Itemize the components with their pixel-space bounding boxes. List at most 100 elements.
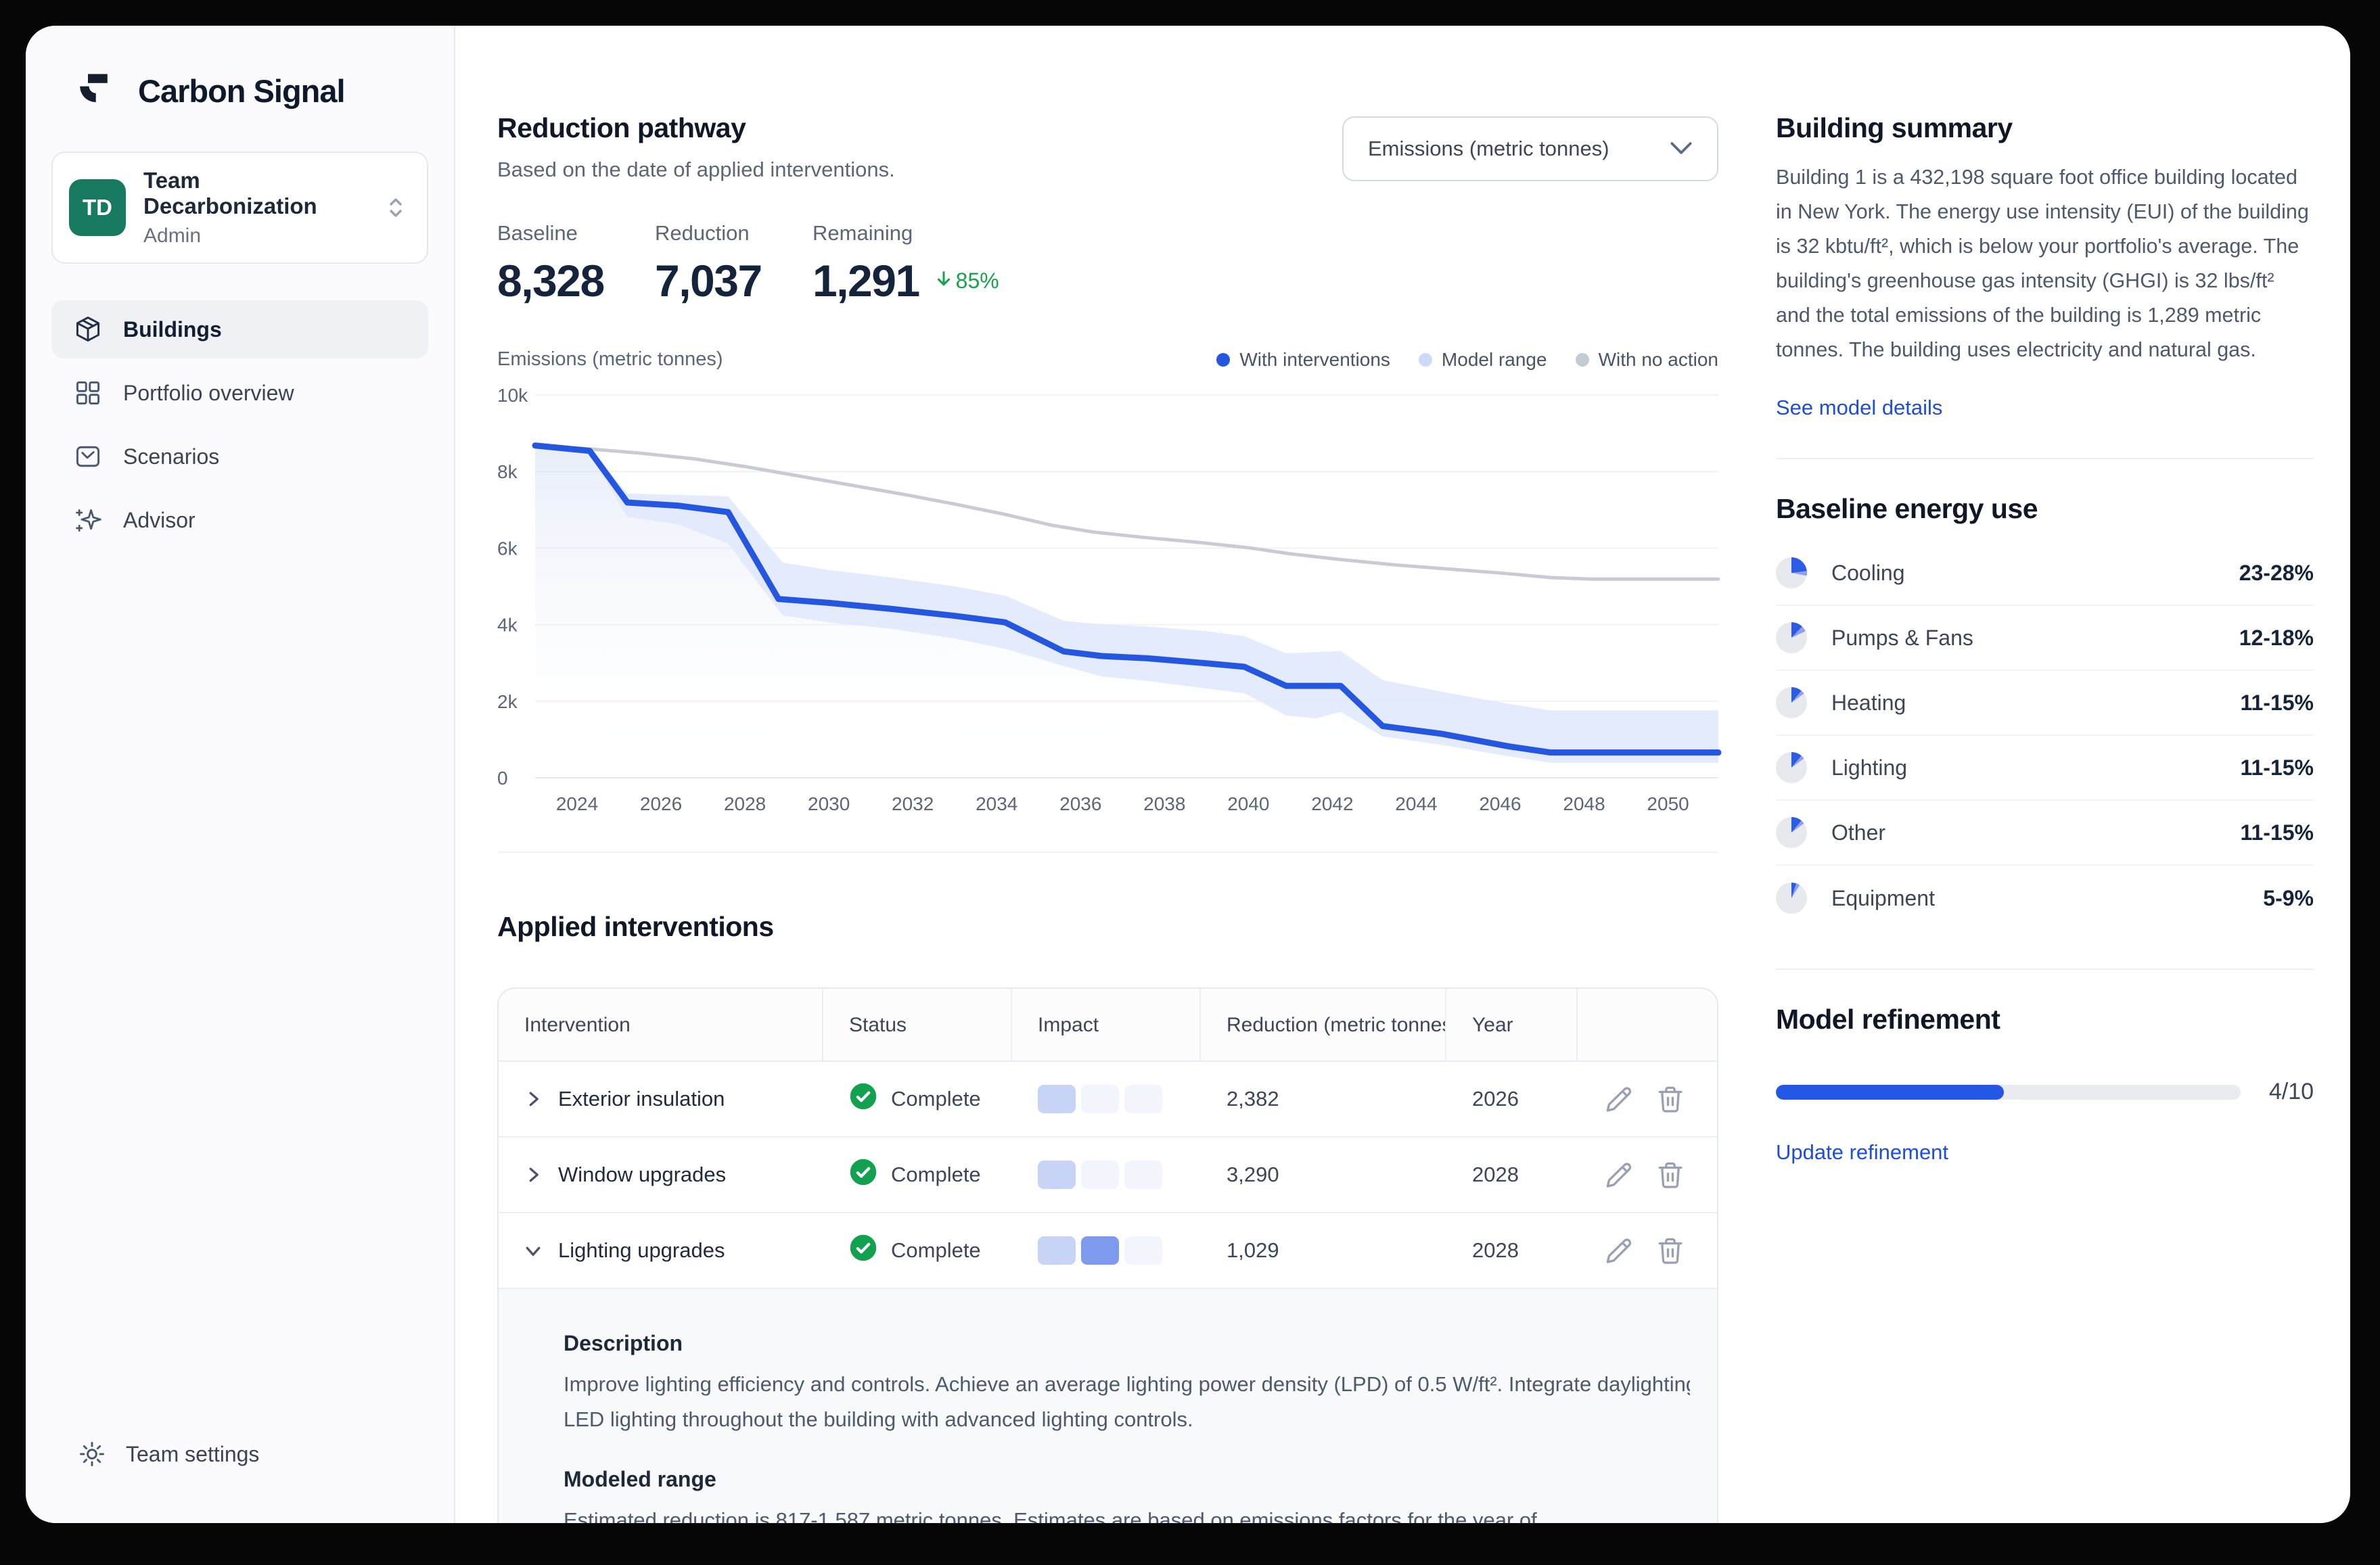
- divider: [1776, 458, 2314, 459]
- impact-meter: [1011, 1236, 1199, 1265]
- legend-dot: [1418, 352, 1432, 367]
- progress-track: [1776, 1084, 2241, 1100]
- energy-row-cooling: Cooling 23-28%: [1776, 541, 2314, 606]
- building-summary-text: Building 1 is a 432,198 square foot offi…: [1776, 166, 2309, 361]
- edit-button[interactable]: [1605, 1236, 1633, 1265]
- chevron-down-icon: [1670, 137, 1693, 161]
- svg-text:2k: 2k: [497, 691, 518, 712]
- legend-dot: [1216, 352, 1231, 367]
- stats-row: Baseline 8,328 Reduction 7,037 Remaining…: [497, 221, 1718, 306]
- check-circle-icon: [849, 1234, 877, 1267]
- description-title: Description: [564, 1331, 683, 1355]
- pie-icon: [1776, 883, 1807, 914]
- page-title: Reduction pathway: [497, 112, 746, 143]
- sidebar-item-portfolio-overview[interactable]: Portfolio overview: [51, 364, 428, 422]
- description-text: Improve lighting efficiency and controls…: [564, 1372, 1690, 1396]
- check-circle-icon: [849, 1158, 877, 1192]
- team-role: Admin: [143, 225, 202, 247]
- interventions-title: Applied interventions: [497, 911, 774, 942]
- sidebar-item-label: Advisor: [123, 507, 196, 532]
- row-details-panel: Description Improve lighting efficiency …: [499, 1289, 1717, 1523]
- sparkles-icon: [73, 505, 103, 535]
- brand: Carbon Signal: [77, 69, 454, 112]
- stat-baseline: Baseline 8,328: [497, 221, 605, 306]
- page-subtitle: Based on the date of applied interventio…: [497, 158, 895, 181]
- svg-text:2024: 2024: [556, 793, 598, 814]
- table-row[interactable]: Exterior insulation Complete 2,382 2026: [499, 1062, 1717, 1138]
- carbon-signal-logo-icon: [77, 69, 120, 112]
- svg-text:2050: 2050: [1647, 793, 1689, 814]
- building-summary-panel: Building summary Building 1 is a 432,198…: [1718, 26, 2350, 1523]
- svg-text:10k: 10k: [497, 385, 528, 406]
- sidebar-item-advisor[interactable]: Advisor: [51, 491, 428, 549]
- svg-text:2036: 2036: [1059, 793, 1101, 814]
- legend-model-range: Model range: [1418, 349, 1547, 371]
- legend-dot: [1575, 352, 1589, 367]
- edit-button[interactable]: [1605, 1085, 1633, 1113]
- chevron-right-icon[interactable]: [523, 1165, 543, 1185]
- chart-legend: With interventions Model range With no a…: [1216, 349, 1718, 371]
- progress-fill: [1776, 1084, 2004, 1100]
- sidebar-item-label: Portfolio overview: [123, 380, 294, 405]
- team-settings-label: Team settings: [126, 1441, 260, 1466]
- reduction-value: 3,290: [1227, 1163, 1279, 1186]
- team-switcher[interactable]: TD Team Decarbonization Admin: [51, 151, 428, 264]
- pie-icon: [1776, 817, 1807, 848]
- svg-text:2034: 2034: [976, 793, 1017, 814]
- year-value: 2028: [1472, 1238, 1519, 1262]
- chevron-right-icon[interactable]: [523, 1089, 543, 1109]
- gear-icon: [77, 1439, 107, 1469]
- divider: [1776, 968, 2314, 970]
- main-panel: Reduction pathway Based on the date of a…: [455, 26, 1722, 1523]
- pie-icon: [1776, 687, 1807, 718]
- update-refinement-link[interactable]: Update refinement: [1776, 1140, 1949, 1164]
- arrow-down-icon: [934, 268, 953, 294]
- pie-icon: [1776, 557, 1807, 588]
- energy-row-other: Other 11-15%: [1776, 801, 2314, 866]
- table-header: Intervention Status Impact Reduction (me…: [499, 989, 1717, 1062]
- svg-text:2038: 2038: [1143, 793, 1185, 814]
- delete-button[interactable]: [1656, 1085, 1685, 1113]
- year-value: 2028: [1472, 1163, 1519, 1186]
- modeled-range-text: Estimated reduction is 817-1,587 metric …: [564, 1508, 1537, 1523]
- svg-text:4k: 4k: [497, 615, 518, 636]
- team-settings-button[interactable]: Team settings: [77, 1439, 259, 1469]
- check-circle-icon: [849, 1082, 877, 1116]
- chevron-down-icon[interactable]: [523, 1240, 543, 1261]
- baseline-energy-title: Baseline energy use: [1776, 493, 2038, 524]
- progress-label: 4/10: [2268, 1079, 2314, 1104]
- pie-icon: [1776, 622, 1807, 653]
- svg-text:8k: 8k: [497, 461, 518, 482]
- delete-button[interactable]: [1656, 1161, 1685, 1189]
- table-row[interactable]: Window upgrades Complete 3,290 2028: [499, 1138, 1717, 1213]
- svg-text:0: 0: [497, 768, 508, 789]
- sidebar-nav: Buildings Portfolio overview: [51, 300, 428, 549]
- legend-with-no-action: With no action: [1575, 349, 1718, 371]
- sidebar-item-label: Buildings: [123, 317, 222, 342]
- status-badge: Complete: [891, 1087, 981, 1111]
- sidebar-item-label: Scenarios: [123, 444, 220, 469]
- status-badge: Complete: [891, 1163, 981, 1186]
- sidebar-item-scenarios[interactable]: Scenarios: [51, 427, 428, 486]
- column-header-impact: Impact: [1011, 989, 1199, 1062]
- model-refinement-title: Model refinement: [1776, 1004, 2000, 1035]
- svg-text:2042: 2042: [1311, 793, 1353, 814]
- stat-reduction: Reduction 7,037: [655, 221, 762, 306]
- svg-text:2046: 2046: [1479, 793, 1521, 814]
- energy-row-lighting: Lighting 11-15%: [1776, 736, 2314, 801]
- column-header-reduction: Reduction (metric tonnes): [1199, 989, 1445, 1062]
- delete-button[interactable]: [1656, 1236, 1685, 1265]
- unit-select[interactable]: Emissions (metric tonnes): [1342, 116, 1718, 181]
- app-title: Carbon Signal: [138, 72, 346, 109]
- edit-button[interactable]: [1605, 1161, 1633, 1189]
- reduction-value: 1,029: [1227, 1238, 1279, 1262]
- chart-axis-title: Emissions (metric tonnes): [497, 348, 723, 370]
- svg-text:2026: 2026: [640, 793, 682, 814]
- grid-icon: [73, 378, 103, 408]
- energy-row-pumps-fans: Pumps & Fans 12-18%: [1776, 606, 2314, 671]
- table-row-expanded[interactable]: Lighting upgrades Complete 1,029 2028: [499, 1213, 1717, 1289]
- sidebar-item-buildings[interactable]: Buildings: [51, 300, 428, 358]
- cube-icon: [73, 314, 103, 344]
- team-avatar: TD: [69, 179, 126, 236]
- see-model-details-link[interactable]: See model details: [1776, 396, 1943, 419]
